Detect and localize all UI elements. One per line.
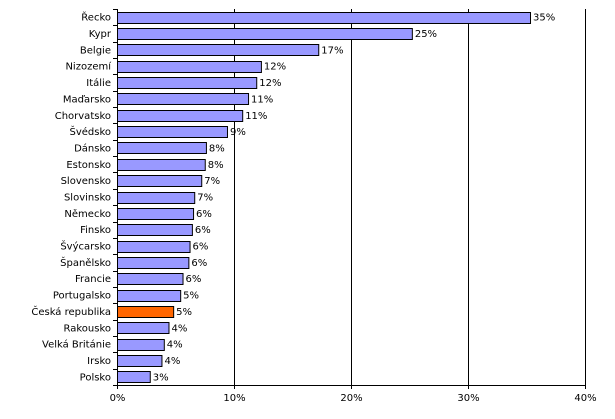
bar [117,44,320,56]
bar [117,142,207,154]
bar [117,159,206,171]
data-label: 11% [245,111,267,122]
x-tick-label: 20% [340,393,362,404]
category-label: Německo [64,208,111,220]
category-label: Švédsko [69,125,111,138]
category-label: Maďarsko [63,94,111,105]
category-label: Belgie [80,45,111,56]
data-label: 6% [193,242,209,253]
category-label: Slovinsko [64,193,111,204]
x-tick-label: 0% [110,393,126,404]
category-label: Nizozemí [65,61,112,73]
data-label: 12% [259,78,281,89]
data-label: 3% [153,372,169,383]
data-label: 6% [186,274,202,285]
bar [117,257,190,269]
category-label: Řecko [81,11,111,24]
bar [117,208,195,220]
category-label: Itálie [86,77,111,89]
data-label: 7% [204,176,220,187]
bar [117,192,196,204]
bar [117,61,262,73]
data-label: 5% [183,291,199,302]
data-label: 25% [415,29,437,40]
data-label: 7% [197,193,213,204]
category-label: Chorvatsko [55,111,111,122]
data-label: 6% [196,209,212,220]
data-label: 35% [533,13,555,24]
category-label: Portugalsko [53,291,111,302]
bar [117,110,244,122]
bar [117,224,193,236]
category-label: Polsko [80,372,111,383]
x-tick-label: 30% [457,393,479,404]
data-label: 5% [176,307,192,318]
bar [117,371,151,383]
data-label: 12% [264,62,286,73]
data-label: 8% [209,143,225,154]
category-label: Velká Británie [42,339,111,351]
bar [117,241,191,253]
data-label: 11% [251,94,273,105]
bar [117,339,165,351]
data-label: 4% [164,356,180,367]
category-label: Estonsko [66,160,111,171]
category-label: Španělsko [60,256,111,269]
data-label: 8% [208,160,224,171]
category-label: Česká republika [31,305,111,318]
category-label: Slovensko [61,176,111,187]
bar [117,77,258,89]
bar [117,306,175,318]
category-label: Rakousko [63,323,111,334]
bar [117,273,184,285]
bar [117,93,250,105]
data-label: 6% [191,258,207,269]
bar [117,355,163,367]
bar [117,175,203,187]
data-label: 4% [167,340,183,351]
x-tick-label: 40% [574,393,596,404]
category-label: Finsko [80,225,111,236]
bar [117,12,532,24]
bar [117,126,228,138]
bar [117,290,182,302]
bar [117,322,170,334]
category-label: Kypr [89,29,112,40]
category-label: Irsko [87,356,111,367]
data-label: 6% [195,225,211,236]
category-label: Švýcarsko [60,240,111,253]
data-label: 4% [171,323,187,334]
data-label: 9% [230,127,246,138]
data-label: 17% [321,45,343,56]
x-tick-label: 10% [223,393,245,404]
category-label: Dánsko [74,142,111,154]
bar [117,28,413,40]
category-label: Francie [75,274,111,285]
